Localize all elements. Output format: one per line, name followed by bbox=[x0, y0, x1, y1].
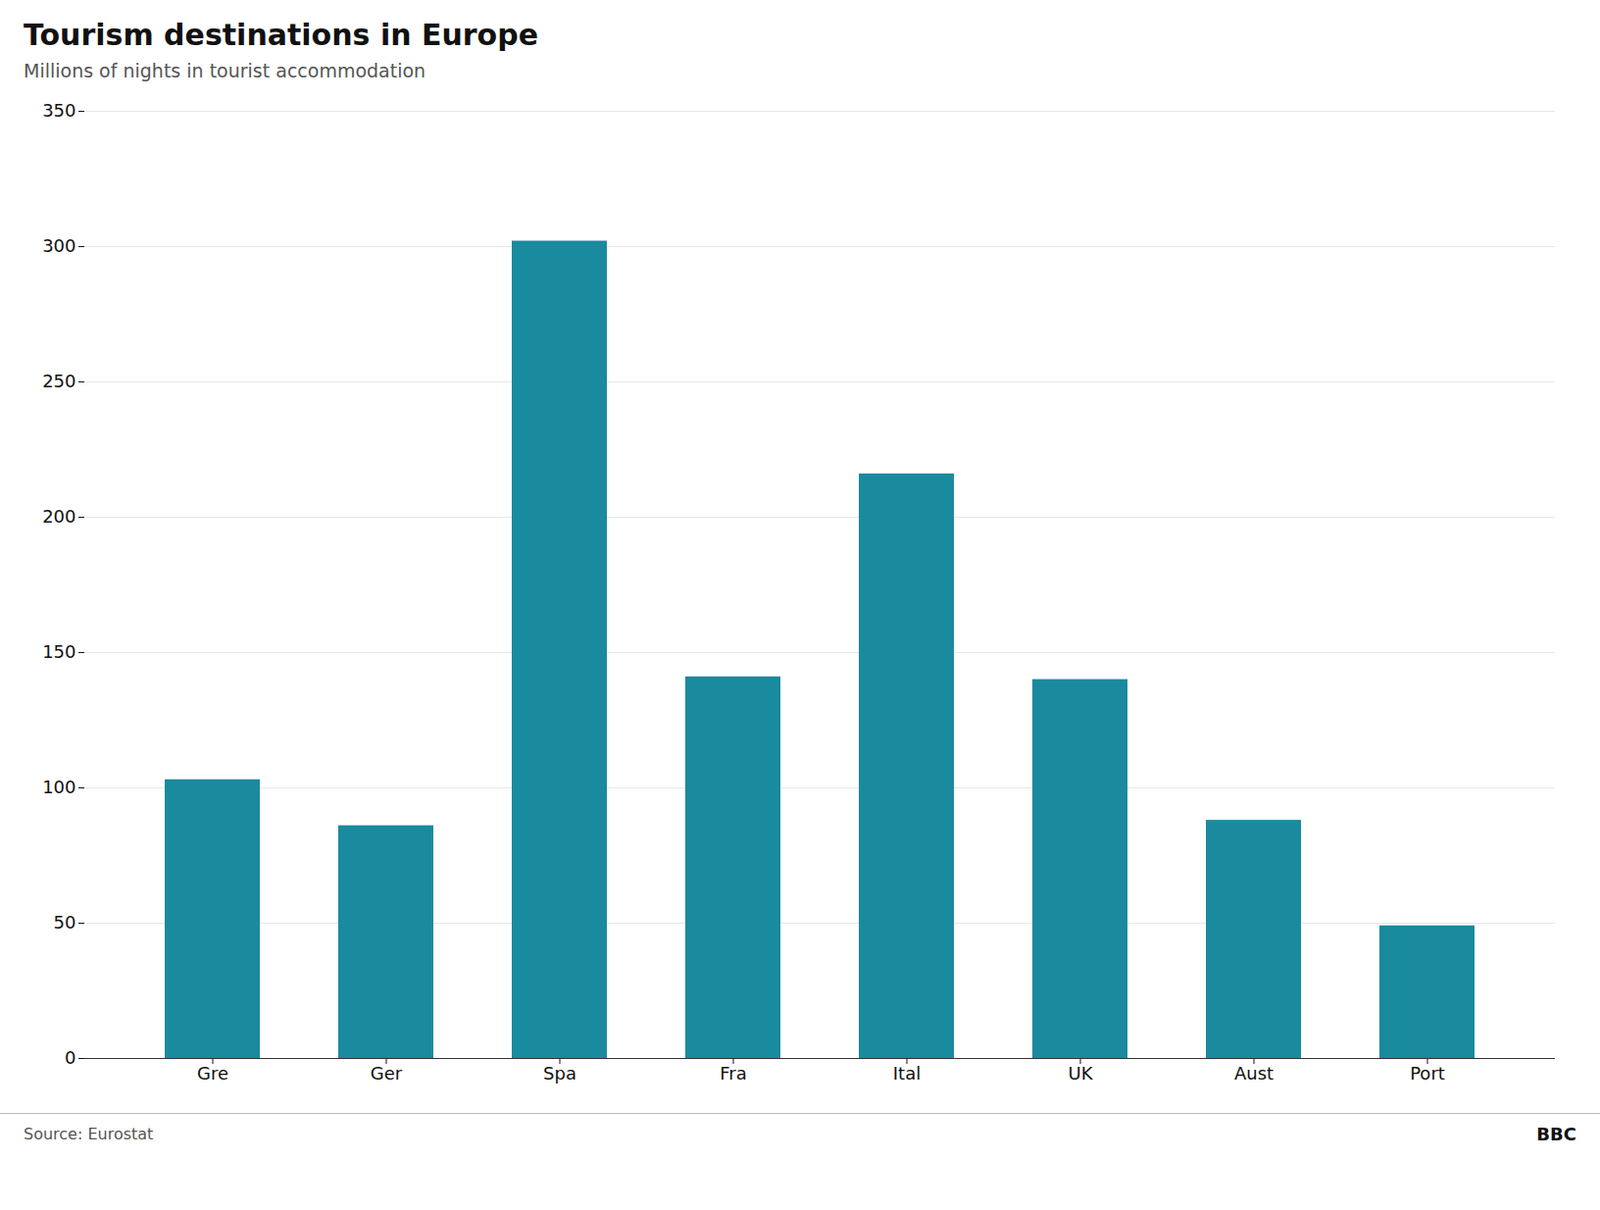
svg-text:50: 50 bbox=[53, 911, 77, 933]
svg-text:0: 0 bbox=[64, 1047, 76, 1068]
svg-text:Fra: Fra bbox=[719, 1062, 747, 1084]
svg-text:Ital: Ital bbox=[893, 1062, 921, 1084]
svg-text:Gre: Gre bbox=[197, 1062, 229, 1084]
html-text:Millions of nights in tourist: Millions of nights in tourist accommodat… bbox=[23, 59, 426, 82]
svg-text:350: 350 bbox=[42, 100, 76, 121]
svg-text:250: 250 bbox=[42, 370, 76, 392]
svg-text:UK: UK bbox=[1068, 1062, 1095, 1084]
svg-text:Port: Port bbox=[1409, 1062, 1446, 1084]
svg-text:Spa: Spa bbox=[543, 1062, 577, 1084]
svg-text:150: 150 bbox=[42, 641, 76, 662]
html-text:Source: Eurostat: Source: Eurostat bbox=[23, 1124, 154, 1144]
svg-text:Aust: Aust bbox=[1234, 1062, 1274, 1084]
svg-text:200: 200 bbox=[42, 505, 76, 527]
svg-text:300: 300 bbox=[42, 235, 76, 256]
svg-text:Ger: Ger bbox=[370, 1062, 403, 1084]
html-text:Tourism destinations in Europe: Tourism destinations in Europe bbox=[23, 17, 539, 52]
svg-text:100: 100 bbox=[42, 776, 76, 798]
html-text:BBC: BBC bbox=[1536, 1123, 1577, 1145]
